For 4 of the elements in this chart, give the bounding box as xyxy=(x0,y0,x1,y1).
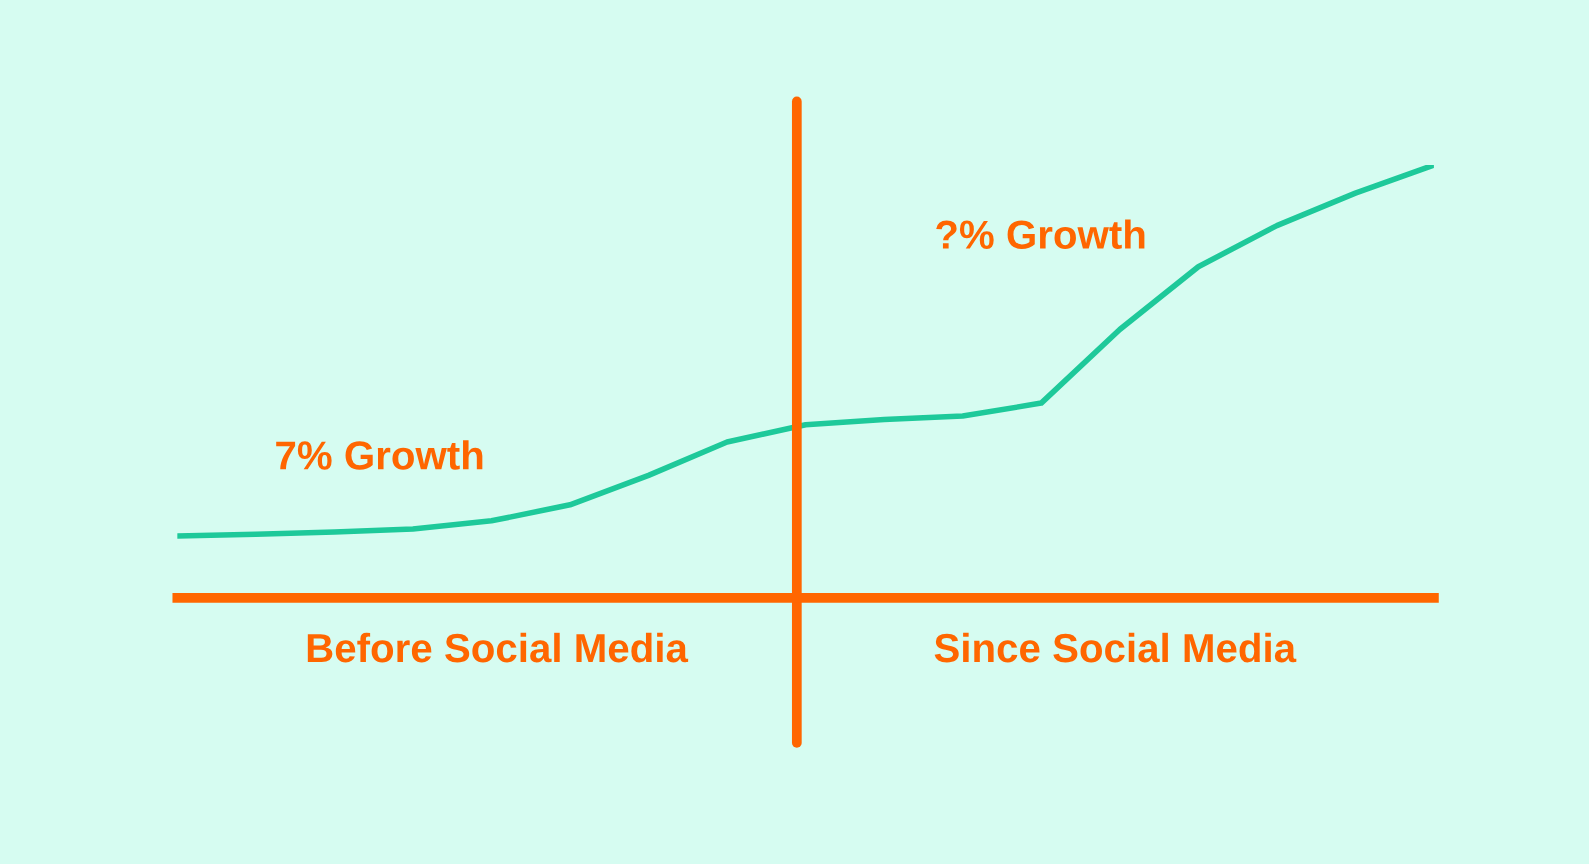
text: Since Social Media xyxy=(934,632,1297,663)
text: Before Social Media xyxy=(307,632,689,663)
annotation: 7% Growth xyxy=(276,440,483,470)
annotation: ?% Growth xyxy=(936,219,1145,249)
